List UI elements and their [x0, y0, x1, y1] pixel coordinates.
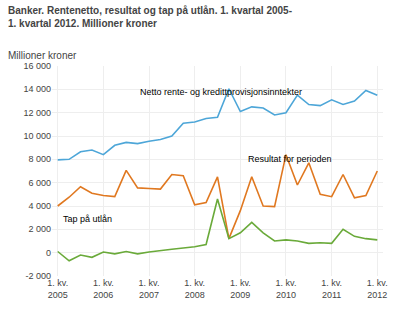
svg-text:1. kv.2012: 1. kv.2012 [367, 278, 388, 300]
svg-text:1. kv.2009: 1. kv.2009 [230, 278, 251, 300]
svg-text:8 000: 8 000 [28, 154, 51, 164]
svg-text:16 000: 16 000 [23, 61, 51, 71]
svg-text:6 000: 6 000 [28, 178, 51, 188]
svg-text:1. kv.2008: 1. kv.2008 [184, 278, 205, 300]
svg-text:4 000: 4 000 [28, 201, 51, 211]
svg-text:14 000: 14 000 [23, 84, 51, 94]
svg-text:1. kv.2011: 1. kv.2011 [321, 278, 342, 300]
svg-text:Banker. Rentenetto, resultat o: Banker. Rentenetto, resultat og tap på u… [8, 5, 292, 29]
svg-text:10 000: 10 000 [23, 131, 51, 141]
svg-text:Tap på utlån: Tap på utlån [63, 214, 112, 224]
svg-text:Resultat for perioden: Resultat for perioden [248, 154, 332, 164]
svg-text:1. kv.2005: 1. kv.2005 [47, 278, 68, 300]
svg-text:0: 0 [46, 248, 51, 258]
svg-text:Netto rente- og kredittprovisj: Netto rente- og kredittprovisjonsinntekt… [140, 87, 302, 97]
svg-text:1. kv.2010: 1. kv.2010 [276, 278, 297, 300]
svg-text:1. kv.2007: 1. kv.2007 [139, 278, 160, 300]
svg-text:Millioner kroner: Millioner kroner [8, 50, 77, 61]
svg-text:2 000: 2 000 [28, 224, 51, 234]
svg-text:1. kv.2006: 1. kv.2006 [93, 278, 114, 300]
svg-text:-2 000: -2 000 [25, 271, 51, 281]
svg-text:12 000: 12 000 [23, 108, 51, 118]
